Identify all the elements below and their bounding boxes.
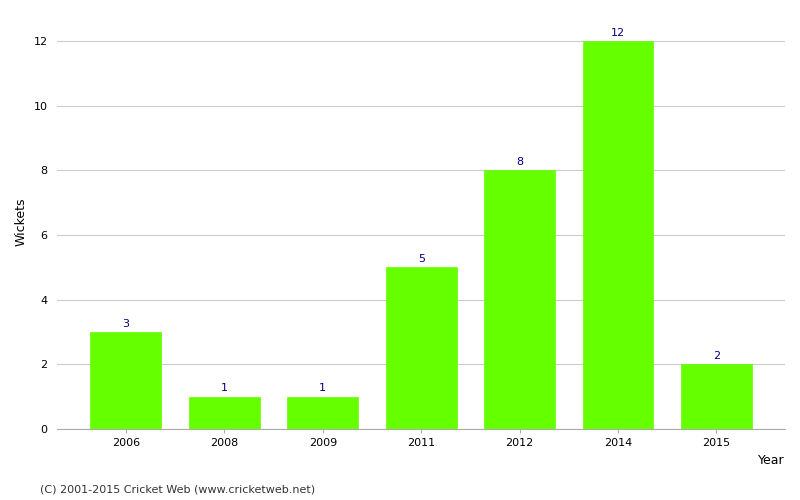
- Bar: [386, 267, 457, 429]
- Bar: [90, 332, 162, 429]
- Text: 1: 1: [319, 384, 326, 394]
- Text: 1: 1: [221, 384, 228, 394]
- Bar: [681, 364, 752, 429]
- Text: 12: 12: [611, 28, 625, 38]
- Text: Year: Year: [758, 454, 785, 466]
- Bar: [189, 396, 260, 429]
- Text: 3: 3: [122, 318, 130, 328]
- Bar: [484, 170, 555, 429]
- Text: (C) 2001-2015 Cricket Web (www.cricketweb.net): (C) 2001-2015 Cricket Web (www.cricketwe…: [40, 485, 315, 495]
- Text: 8: 8: [516, 157, 523, 167]
- Bar: [287, 396, 358, 429]
- Text: 2: 2: [713, 351, 720, 361]
- Bar: [582, 41, 654, 429]
- Text: 5: 5: [418, 254, 425, 264]
- Y-axis label: Wickets: Wickets: [15, 198, 28, 246]
